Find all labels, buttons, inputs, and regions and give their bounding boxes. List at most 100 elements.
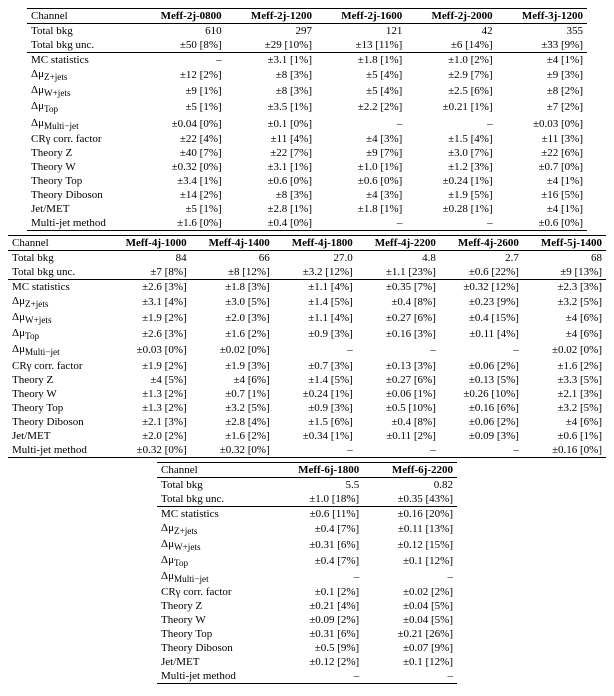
cell-value: ±0.12 [2%]	[269, 655, 363, 669]
cell-value: ±0.16 [0%]	[523, 443, 606, 458]
table-row: Total bkg5.50.82	[157, 477, 457, 492]
row-label: Multi-jet method	[8, 443, 108, 458]
cell-value: 610	[135, 24, 225, 39]
cell-value: ±0.21 [26%]	[363, 627, 457, 641]
cell-value: ±7 [8%]	[108, 265, 191, 280]
cell-value: ±3.0 [7%]	[406, 146, 496, 160]
cell-value: ±3.2 [5%]	[523, 294, 606, 310]
row-label: Total bkg unc.	[27, 38, 135, 53]
cell-value: ±0.09 [2%]	[269, 613, 363, 627]
cell-value: ±8 [3%]	[226, 67, 316, 83]
table-row: MC statistics–±3.1 [1%]±1.8 [1%]±1.0 [2%…	[27, 53, 587, 68]
cell-value: ±0.28 [1%]	[406, 202, 496, 216]
cell-value: ±1.0 [2%]	[406, 53, 496, 68]
cell-value: ±22 [4%]	[135, 132, 225, 146]
table-row: Theory Z±0.21 [4%]±0.04 [5%]	[157, 599, 457, 613]
cell-value: 5.5	[269, 477, 363, 492]
cell-value: ±0.6 [22%]	[440, 265, 523, 280]
table-row: Total bkg61029712142355	[27, 24, 587, 39]
cell-value: ±2.9 [7%]	[406, 67, 496, 83]
cell-value: ±3.2 [5%]	[523, 401, 606, 415]
table-row: CRγ corr. factor±0.1 [2%]±0.02 [2%]	[157, 585, 457, 599]
table-row: Total bkg unc.±7 [8%]±8 [12%]±3.2 [12%]±…	[8, 265, 606, 280]
cell-value: ±1.0 [1%]	[316, 160, 406, 174]
row-label: Theory W	[8, 387, 108, 401]
row-label: CRγ corr. factor	[157, 585, 269, 599]
row-label: Theory W	[27, 160, 135, 174]
cell-value: 2.7	[440, 250, 523, 265]
cell-value: ±9 [1%]	[135, 83, 225, 99]
table-row: Theory Top±1.3 [2%]±3.2 [5%]±0.9 [3%]±0.…	[8, 401, 606, 415]
cell-value: 27.0	[274, 250, 357, 265]
table-row: Theory Top±3.4 [1%]±0.6 [0%]±0.6 [0%]±0.…	[27, 174, 587, 188]
cell-value: ±2.2 [2%]	[316, 99, 406, 115]
cell-value: ±12 [2%]	[135, 67, 225, 83]
table-row: Theory W±0.09 [2%]±0.04 [5%]	[157, 613, 457, 627]
cell-value: ±1.4 [5%]	[274, 373, 357, 387]
col-header: Meff-4j-1000	[108, 235, 191, 250]
cell-value: ±1.6 [2%]	[191, 326, 274, 342]
table3-wrapper: Channel Meff-6j-1800 Meff-6j-2200 Total …	[8, 462, 606, 689]
cell-value: ±1.1 [4%]	[274, 279, 357, 294]
cell-value: ±0.26 [10%]	[440, 387, 523, 401]
cell-value: ±2.1 [3%]	[523, 387, 606, 401]
cell-value: ±0.06 [1%]	[357, 387, 440, 401]
cell-value: ±0.6 [11%]	[269, 506, 363, 521]
cell-value: ±0.7 [1%]	[191, 387, 274, 401]
cell-value: ±1.6 [0%]	[135, 216, 225, 231]
row-label: CRγ corr. factor	[27, 132, 135, 146]
row-label: Theory Z	[8, 373, 108, 387]
row-label: ΔμTop	[27, 99, 135, 115]
cell-value: ±9 [3%]	[497, 67, 587, 83]
row-label: ΔμTop	[8, 326, 108, 342]
cell-value: ±0.1 [0%]	[226, 116, 316, 132]
cell-value: ±16 [5%]	[497, 188, 587, 202]
cell-value: ±4 [6%]	[523, 326, 606, 342]
col-header: Meff-6j-2200	[363, 462, 457, 477]
channel-label: Channel	[27, 9, 135, 24]
cell-value: ±1.9 [2%]	[108, 310, 191, 326]
table-row: CRγ corr. factor±22 [4%]±11 [4%]±4 [3%]±…	[27, 132, 587, 146]
cell-value: ±1.5 [6%]	[274, 415, 357, 429]
cell-value: ±4 [6%]	[523, 415, 606, 429]
col-header: Meff-2j-0800	[135, 9, 225, 24]
cell-value: ±11 [4%]	[226, 132, 316, 146]
cell-value: ±5 [1%]	[135, 202, 225, 216]
row-label: Theory Top	[157, 627, 269, 641]
cell-value: ±0.4 [8%]	[357, 294, 440, 310]
row-label: ΔμZ+jets	[8, 294, 108, 310]
table-row: Multi-jet method––	[157, 669, 457, 684]
cell-value: ±0.31 [6%]	[269, 627, 363, 641]
table-row: ΔμW+jets±1.9 [2%]±2.0 [3%]±1.1 [4%]±0.27…	[8, 310, 606, 326]
table-row: MC statistics±2.6 [3%]±1.8 [3%]±1.1 [4%]…	[8, 279, 606, 294]
cell-value: ±0.4 [15%]	[440, 310, 523, 326]
col-header: Meff-4j-2600	[440, 235, 523, 250]
cell-value: –	[406, 216, 496, 231]
cell-value: –	[316, 216, 406, 231]
row-label: Total bkg unc.	[8, 265, 108, 280]
cell-value: ±0.5 [9%]	[269, 641, 363, 655]
cell-value: ±8 [2%]	[497, 83, 587, 99]
cell-value: ±0.21 [1%]	[406, 99, 496, 115]
table-row: Theory W±1.3 [2%]±0.7 [1%]±0.24 [1%]±0.0…	[8, 387, 606, 401]
cell-value: 42	[406, 24, 496, 39]
table-row: ΔμMulti−jet––	[157, 569, 457, 585]
cell-value: ±2.0 [2%]	[108, 429, 191, 443]
row-label: ΔμW+jets	[27, 83, 135, 99]
row-label: Theory W	[157, 613, 269, 627]
cell-value: ±0.06 [2%]	[440, 415, 523, 429]
cell-value: ±0.9 [3%]	[274, 326, 357, 342]
cell-value: ±0.5 [10%]	[357, 401, 440, 415]
row-label: Total bkg	[27, 24, 135, 39]
cell-value: ±0.6 [1%]	[523, 429, 606, 443]
cell-value: –	[357, 342, 440, 358]
cell-value: ±2.8 [4%]	[191, 415, 274, 429]
cell-value: –	[406, 116, 496, 132]
table-row: Theory Diboson±2.1 [3%]±2.8 [4%]±1.5 [6%…	[8, 415, 606, 429]
col-header: Meff-3j-1200	[497, 9, 587, 24]
table-row: Theory Diboson±14 [2%]±8 [3%]±4 [3%]±1.9…	[27, 188, 587, 202]
table-row: ΔμW+jets±0.31 [6%]±0.12 [15%]	[157, 537, 457, 553]
cell-value: ±1.9 [3%]	[191, 359, 274, 373]
row-label: Total bkg	[8, 250, 108, 265]
cell-value: ±0.35 [7%]	[357, 279, 440, 294]
